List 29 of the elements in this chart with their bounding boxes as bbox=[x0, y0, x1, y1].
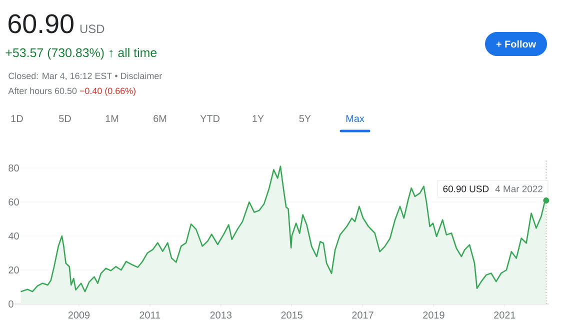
y-tick-label: 80 bbox=[8, 164, 19, 172]
annotation: 4 Mar 2022 bbox=[495, 186, 542, 192]
y-tick-label: 20 bbox=[8, 266, 19, 274]
annotation: 60.90 USD bbox=[443, 186, 489, 192]
text: 1D bbox=[11, 115, 23, 122]
x-tick-label: 2013 bbox=[210, 312, 232, 319]
x-tick-label: 2011 bbox=[140, 312, 160, 319]
text: 1M bbox=[106, 115, 118, 122]
text: 5D bbox=[59, 115, 71, 122]
y-tick-label: 60 bbox=[8, 198, 19, 206]
text: After hours 60.50 bbox=[8, 87, 77, 94]
text: 6M bbox=[154, 115, 166, 122]
x-tick-label: 2019 bbox=[423, 312, 444, 319]
text: Closed: Mar 4, 16:12 EST • Disclaimer bbox=[8, 72, 162, 80]
text: Max bbox=[346, 115, 364, 122]
text: 1Y bbox=[252, 115, 264, 122]
y-tick-label: 0 bbox=[8, 300, 14, 308]
text: +53.57 (730.83%) ↑ all time bbox=[6, 48, 157, 60]
y-tick-label: 40 bbox=[8, 232, 19, 240]
text: 5Y bbox=[299, 115, 311, 122]
x-tick-label: 2021 bbox=[494, 312, 516, 319]
x-tick-label: 2015 bbox=[281, 312, 302, 319]
text: YTD bbox=[200, 115, 220, 122]
chart-subtitle: USD bbox=[80, 24, 104, 34]
x-tick-label: 2017 bbox=[352, 312, 374, 319]
text: −0.40 (0.66%) bbox=[80, 87, 136, 96]
chart-title: 60.90 bbox=[8, 14, 74, 34]
x-tick-label: 2009 bbox=[68, 312, 90, 319]
text: + Follow bbox=[496, 40, 536, 48]
